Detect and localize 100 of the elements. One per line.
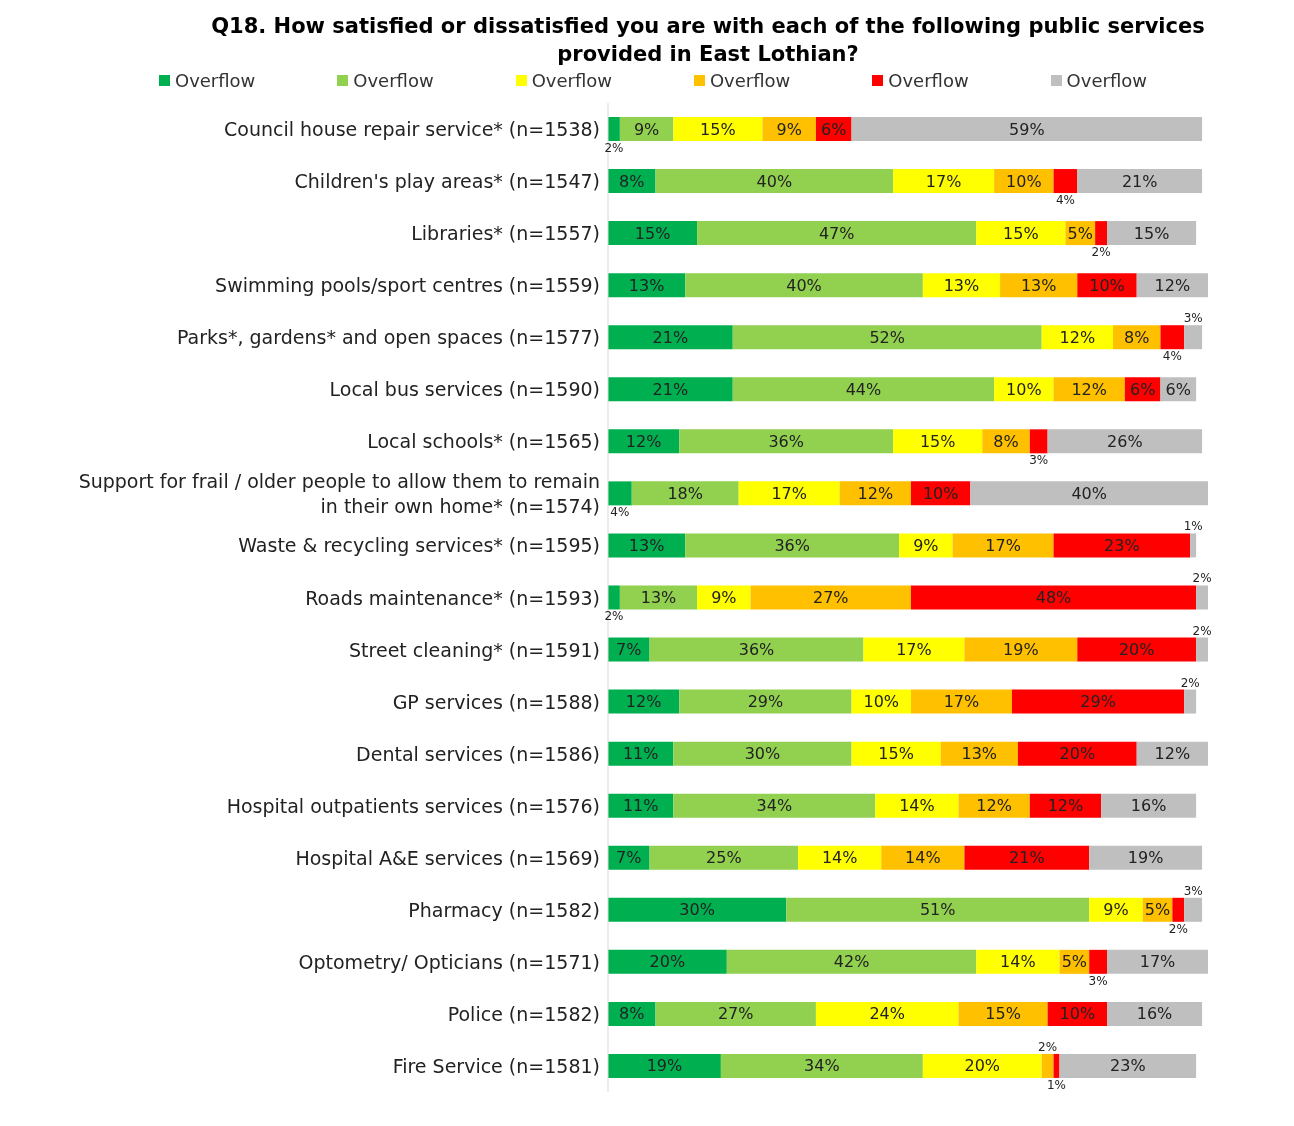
- data-label: 44%: [845, 379, 882, 399]
- bar: [1184, 897, 1203, 922]
- bar: [1095, 221, 1108, 246]
- data-label: 15%: [700, 119, 736, 139]
- data-label: 3%: [1029, 453, 1049, 468]
- data-label: 40%: [756, 171, 793, 191]
- data-label: 30%: [744, 744, 781, 764]
- data-label: 11%: [622, 796, 659, 816]
- bar: [608, 481, 632, 506]
- data-label: 5%: [1067, 223, 1093, 243]
- data-label: 12%: [625, 431, 662, 451]
- bar: [720, 1053, 923, 1078]
- bar: [631, 481, 739, 506]
- bar: [910, 689, 1012, 714]
- bar: [655, 1001, 816, 1026]
- bar: [1047, 429, 1203, 454]
- data-label: 3%: [1183, 311, 1203, 326]
- bar: [1107, 221, 1197, 246]
- legend-label: Overflow: [708, 70, 791, 91]
- bar: [732, 377, 995, 402]
- legend-label: Overflow: [530, 70, 612, 91]
- data-label: 12%: [1154, 744, 1191, 764]
- bar: [679, 429, 894, 454]
- y-tick-label: Hospital A&E services (n=1569): [295, 846, 600, 869]
- y-tick-label: Waste & recycling services* (n=1595): [238, 534, 600, 557]
- data-label: 13%: [1020, 275, 1057, 295]
- data-label: 10%: [1059, 1004, 1096, 1024]
- data-label: 20%: [1118, 640, 1155, 660]
- data-label: 12%: [857, 483, 894, 503]
- data-label: 18%: [667, 483, 704, 503]
- data-label: 13%: [943, 275, 980, 295]
- bar: [673, 117, 763, 141]
- y-tick-label: Pharmacy (n=1582): [408, 898, 600, 921]
- data-label: 52%: [869, 327, 905, 347]
- bar: [673, 741, 852, 766]
- data-label: 2%: [1192, 623, 1212, 638]
- data-label: 3%: [1183, 883, 1203, 898]
- data-label: 15%: [985, 1004, 1021, 1024]
- bar: [1089, 845, 1203, 870]
- bar: [1101, 793, 1197, 818]
- bar: [952, 533, 1054, 558]
- data-label: 19%: [1003, 640, 1039, 660]
- data-label: 17%: [925, 171, 962, 191]
- data-label: 2%: [1091, 245, 1111, 260]
- data-label: 51%: [919, 900, 956, 920]
- data-label: 2%: [1192, 571, 1212, 586]
- y-tick-label: Dental services (n=1586): [356, 742, 600, 765]
- bar: [1077, 169, 1203, 194]
- y-tick-label: Local schools* (n=1565): [367, 430, 600, 453]
- y-tick-label: Children's play areas* (n=1547): [294, 170, 600, 193]
- bar: [726, 949, 977, 974]
- data-label: 12%: [625, 692, 662, 712]
- data-label: 6%: [821, 119, 847, 139]
- bar: [851, 117, 1203, 141]
- data-label: 9%: [776, 119, 802, 139]
- data-label: 5%: [1144, 900, 1171, 920]
- data-label: 10%: [1006, 379, 1042, 399]
- data-label: 12%: [1071, 379, 1107, 399]
- data-label: 2%: [604, 609, 624, 624]
- bar: [1196, 637, 1208, 662]
- data-label: 17%: [896, 640, 932, 660]
- data-label: 14%: [1000, 952, 1036, 972]
- data-label: 8%: [619, 171, 645, 191]
- bar: [655, 169, 894, 194]
- data-label: 24%: [869, 1004, 905, 1024]
- data-label: 36%: [738, 640, 775, 660]
- data-label: 8%: [1124, 327, 1150, 347]
- data-label: 12%: [1154, 275, 1191, 295]
- data-label: 59%: [1009, 119, 1045, 139]
- data-label: 1%: [1046, 1077, 1067, 1092]
- data-label: 23%: [1104, 535, 1140, 555]
- data-label: 9%: [633, 119, 660, 139]
- bar: [1053, 169, 1078, 194]
- bar: [673, 793, 876, 818]
- bar: [958, 1001, 1048, 1026]
- y-tick-label: Council house repair service* (n=1538): [223, 118, 600, 141]
- legend-label: Overflow: [887, 70, 969, 91]
- bar: [976, 949, 1060, 974]
- data-label: 15%: [919, 431, 956, 451]
- data-label: 47%: [818, 223, 855, 243]
- data-label: 29%: [1080, 692, 1116, 712]
- bar: [964, 845, 1090, 870]
- bar: [1107, 949, 1208, 974]
- data-label: 20%: [649, 952, 686, 972]
- y-tick-label: Local bus services (n=1590): [329, 378, 600, 401]
- data-label: 10%: [863, 692, 900, 712]
- data-label: 14%: [899, 796, 935, 816]
- bar: [851, 741, 941, 766]
- data-label: 26%: [1107, 431, 1143, 451]
- data-label: 21%: [1121, 171, 1158, 191]
- data-label: 48%: [1035, 587, 1072, 607]
- data-label: 2%: [1038, 1039, 1058, 1054]
- bar: [608, 377, 733, 402]
- y-tick-label: Swimming pools/sport centres (n=1559): [215, 274, 600, 297]
- bar: [1172, 897, 1185, 922]
- y-tick-label: Hospital outpatients services (n=1576): [226, 794, 600, 817]
- data-label: 4%: [1055, 193, 1075, 208]
- bar: [964, 637, 1078, 662]
- bar: [1089, 949, 1108, 974]
- data-label: 40%: [786, 275, 822, 295]
